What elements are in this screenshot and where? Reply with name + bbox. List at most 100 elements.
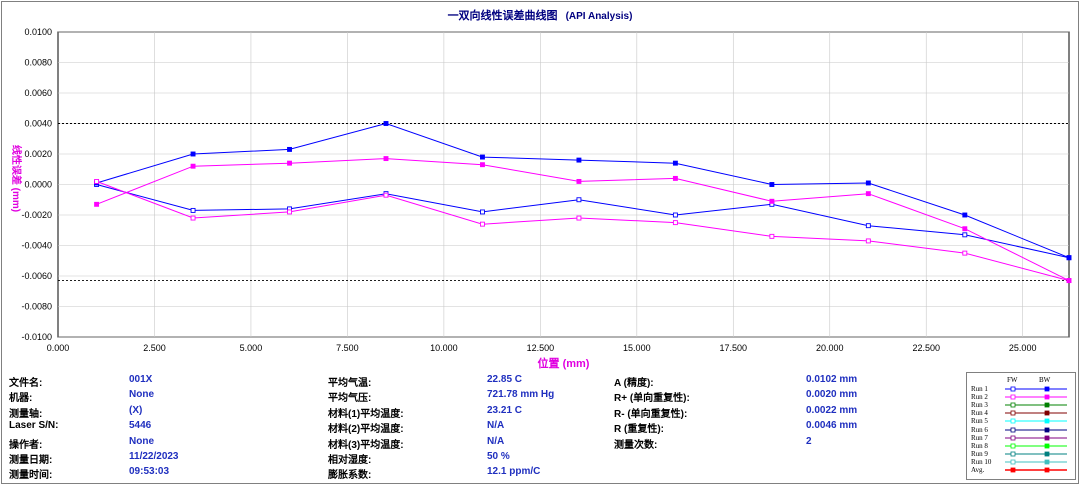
y-tick-label: 0.0060 (24, 88, 52, 98)
info-value: None (129, 389, 154, 401)
legend-item-label: Run 7 (971, 433, 988, 442)
legend-marker (1010, 467, 1016, 473)
chart-title: 一双向线性误差曲线图 (API Analysis) (0, 7, 1080, 23)
info-value: N/A (487, 420, 505, 432)
legend-swatch (1005, 435, 1067, 440)
data-point (383, 121, 389, 126)
legend-marker (1010, 459, 1016, 465)
legend-item-label: Run 9 (971, 449, 988, 458)
data-point (287, 146, 292, 152)
legend-item: Run 7 (971, 434, 988, 442)
legend-header: FW (1007, 376, 1018, 384)
info-value: 0.0022 mm (806, 404, 858, 416)
legend-item: Run 8 (971, 442, 988, 450)
data-point (769, 198, 775, 204)
x-tick-label: 7.500 (336, 343, 359, 353)
info-label: R (重复性): (614, 424, 664, 436)
legend-swatch (1005, 410, 1067, 416)
legend-marker (1044, 435, 1050, 440)
legend-marker (1010, 394, 1016, 400)
x-tick-label: 5.000 (240, 343, 263, 353)
y-tick-label: 0.0080 (24, 58, 52, 68)
data-point (480, 162, 485, 168)
data-point (865, 238, 871, 244)
x-axis-label: 位置 (mm) (538, 356, 590, 370)
info-label: Laser S/N: (9, 420, 59, 432)
legend-swatch (1005, 386, 1067, 392)
chart-title-main: 一双向线性误差曲线图 (447, 10, 558, 22)
legend-marker (1010, 435, 1016, 440)
legend-marker (1044, 427, 1050, 432)
data-point (190, 207, 196, 213)
legend-swatch (1005, 394, 1067, 400)
data-point (190, 215, 196, 221)
plot-svg: 0.0100 0.0080 0.0060 0.0040 0.0020 0.0000 -0.0… (10, 27, 1072, 370)
legend-marker (1044, 402, 1050, 408)
y-tick-label: -0.0100 (21, 332, 52, 342)
x-tick-label: 10.000 (430, 343, 458, 353)
info-label: 文件名: (9, 378, 43, 389)
x-tick-label: 20.000 (816, 343, 844, 353)
info-label: 测量时间: (9, 470, 53, 482)
data-point (480, 209, 485, 215)
legend-marker (1044, 386, 1050, 392)
x-tick-label: 17.500 (720, 343, 748, 353)
y-tick-label: -0.0060 (21, 271, 52, 281)
info-value: 0.0046 mm (806, 420, 858, 432)
legend-swatch (1005, 402, 1067, 408)
legend-item-label: Run 8 (971, 441, 988, 450)
x-tick-label: 22.500 (912, 343, 940, 353)
data-point (1066, 255, 1072, 261)
info-value: 0.0102 mm (806, 374, 858, 385)
info-label: 材料(2)平均温度: (328, 424, 404, 436)
info-value: (X) (129, 404, 143, 416)
info-label: 膨胀系数: (328, 470, 372, 482)
info-value: 11/22/2023 (129, 451, 179, 462)
legend-item: Run 4 (971, 409, 988, 417)
legend-marker (1044, 418, 1050, 424)
legend-item: Run 10 (971, 458, 991, 466)
legend-item-label: Run 6 (971, 425, 988, 434)
info-value: 721.78 mm Hg (487, 389, 555, 401)
legend-marker (1044, 459, 1050, 465)
y-tick-label: 0.0000 (24, 180, 52, 190)
legend-swatch (1005, 418, 1067, 424)
legend-marker (1010, 402, 1016, 408)
info-label: 机器: (9, 393, 33, 405)
legend-marker (1044, 443, 1050, 449)
legend-item: Avg. (971, 466, 984, 474)
data-point (190, 163, 196, 169)
legend-marker (1010, 386, 1016, 392)
legend-item: Run 5 (971, 417, 988, 425)
data-point (576, 157, 582, 163)
data-point (769, 182, 775, 187)
info-value: N/A (487, 435, 505, 447)
y-tick-label: -0.0080 (21, 302, 52, 312)
legend-item: Run 6 (971, 426, 988, 434)
legend-item-label: Run 5 (971, 417, 988, 426)
info-label: 相对湿度: (328, 455, 372, 466)
y-tick-label: 0.0100 (24, 27, 52, 37)
info-label: 操作者: (9, 439, 43, 451)
legend-header: BW (1039, 376, 1051, 384)
legend-marker (1044, 410, 1050, 416)
legend-marker (1010, 410, 1016, 416)
data-point (287, 160, 292, 166)
data-point (962, 226, 968, 232)
data-point (962, 250, 968, 256)
x-tick-label: 25.000 (1009, 343, 1037, 353)
y-tick-label: 0.0040 (24, 119, 52, 129)
legend-swatch (1005, 427, 1067, 432)
info-value: 5446 (129, 420, 152, 432)
info-value: 23.21 C (487, 404, 523, 416)
info-label: 平均气压: (328, 393, 372, 405)
data-point (576, 178, 582, 184)
legend-marker (1010, 418, 1016, 424)
legend-item: Run 1 (971, 385, 988, 393)
y-axis-label: 线性误差 (mm) (10, 145, 23, 212)
x-tick-label: 0.000 (47, 343, 70, 353)
legend-marker (1044, 451, 1050, 457)
legend-marker (1010, 443, 1016, 449)
data-point (672, 160, 678, 166)
